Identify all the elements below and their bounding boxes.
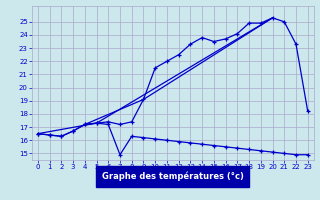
X-axis label: Graphe des températures (°c): Graphe des températures (°c)	[102, 172, 244, 181]
